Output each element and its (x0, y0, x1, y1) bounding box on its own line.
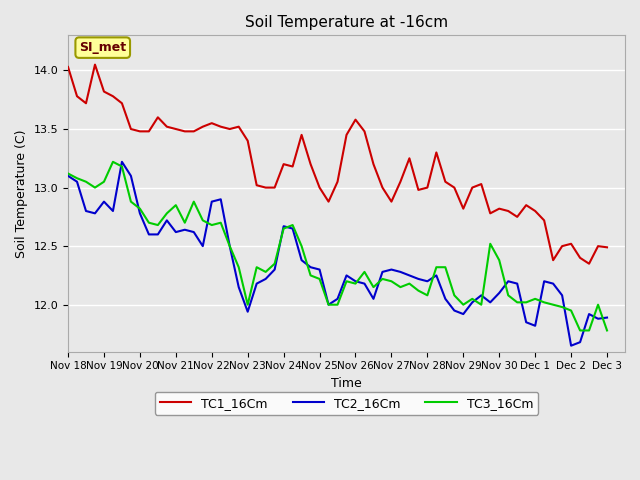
Legend: TC1_16Cm, TC2_16Cm, TC3_16Cm: TC1_16Cm, TC2_16Cm, TC3_16Cm (155, 392, 538, 415)
Title: Soil Temperature at -16cm: Soil Temperature at -16cm (245, 15, 448, 30)
X-axis label: Time: Time (331, 377, 362, 390)
Text: SI_met: SI_met (79, 41, 126, 54)
Y-axis label: Soil Temperature (C): Soil Temperature (C) (15, 129, 28, 258)
